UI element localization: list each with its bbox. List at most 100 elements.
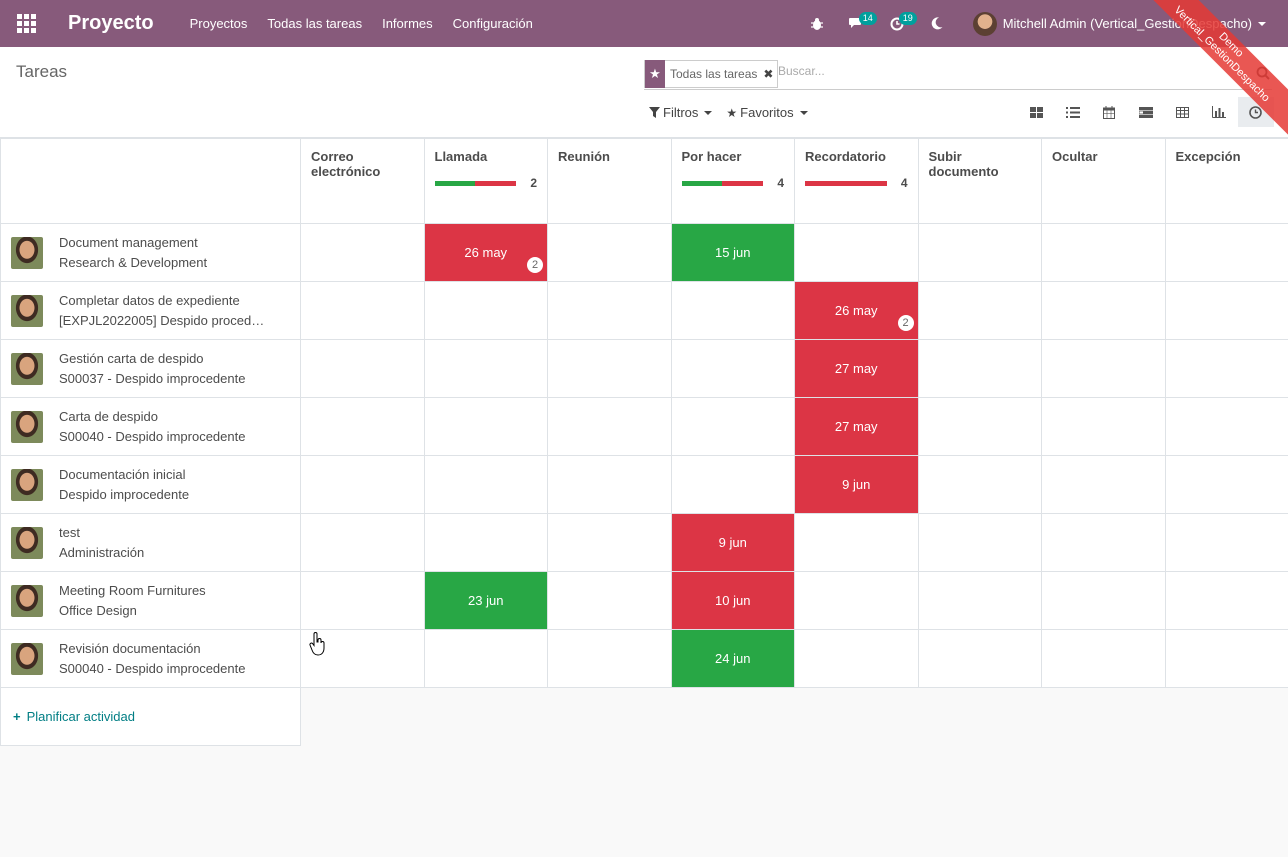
progress-bar[interactable] (434, 180, 517, 186)
empty-activity-cell[interactable] (300, 571, 425, 630)
empty-activity-cell[interactable] (917, 223, 1042, 282)
search-input[interactable] (778, 64, 1248, 78)
empty-activity-cell[interactable] (917, 339, 1042, 398)
empty-activity-cell[interactable] (423, 339, 548, 398)
record-cell[interactable]: Documentación inicial Despido improcedent… (0, 455, 301, 514)
activity-cell[interactable]: 26 may 2 (794, 281, 919, 340)
messages-button[interactable]: 14 (837, 0, 877, 47)
column-header[interactable]: Recordatorio 4 (794, 138, 919, 224)
empty-activity-cell[interactable] (300, 397, 425, 456)
search-icon[interactable] (1256, 66, 1270, 80)
empty-activity-cell[interactable] (423, 629, 548, 688)
empty-activity-cell[interactable] (423, 397, 548, 456)
dark-mode-toggle[interactable] (917, 0, 957, 47)
menu-item-configuracion[interactable]: Configuración (452, 16, 533, 31)
empty-activity-cell[interactable] (1041, 513, 1166, 572)
empty-activity-cell[interactable] (1041, 455, 1166, 514)
activity-cell[interactable]: 27 may (794, 397, 919, 456)
activity-view-button[interactable] (1237, 97, 1275, 127)
activity-cell[interactable]: 23 jun (423, 571, 548, 630)
pivot-view-button[interactable] (1164, 97, 1201, 127)
empty-activity-cell[interactable] (1041, 397, 1166, 456)
graph-view-button[interactable] (1201, 97, 1238, 127)
empty-activity-cell[interactable] (1164, 571, 1288, 630)
column-header[interactable]: Subir documento (917, 138, 1042, 224)
app-brand[interactable]: Proyecto (68, 12, 154, 34)
user-menu[interactable]: Mitchell Admin (Vertical_GestionDespacho… (957, 11, 1288, 36)
empty-activity-cell[interactable] (1164, 513, 1288, 572)
column-header[interactable]: Excepción (1164, 138, 1288, 224)
empty-activity-cell[interactable] (547, 223, 672, 282)
activity-cell[interactable]: 26 may 2 (423, 223, 548, 282)
empty-activity-cell[interactable] (670, 455, 795, 514)
activity-cell[interactable]: 10 jun (670, 571, 795, 630)
record-cell[interactable]: Gestión carta de despido S00037 - Despido… (0, 339, 301, 398)
apps-menu-button[interactable] (0, 0, 52, 47)
empty-activity-cell[interactable] (917, 513, 1042, 572)
empty-activity-cell[interactable] (1041, 629, 1166, 688)
empty-activity-cell[interactable] (794, 223, 919, 282)
schedule-activity-link[interactable]: + Planificar actividad (0, 687, 301, 746)
empty-activity-cell[interactable] (547, 397, 672, 456)
debug-button[interactable] (797, 0, 837, 47)
empty-activity-cell[interactable] (300, 281, 425, 340)
empty-activity-cell[interactable] (670, 281, 795, 340)
empty-activity-cell[interactable] (1164, 397, 1288, 456)
empty-activity-cell[interactable] (917, 455, 1042, 514)
empty-activity-cell[interactable] (547, 339, 672, 398)
empty-activity-cell[interactable] (423, 281, 548, 340)
empty-activity-cell[interactable] (1041, 339, 1166, 398)
empty-activity-cell[interactable] (794, 571, 919, 630)
activity-cell[interactable]: 9 jun (670, 513, 795, 572)
empty-activity-cell[interactable] (300, 339, 425, 398)
menu-item-todas-las-tareas[interactable]: Todas las tareas (267, 16, 363, 31)
gantt-view-button[interactable] (1128, 97, 1165, 127)
empty-activity-cell[interactable] (794, 513, 919, 572)
favorites-dropdown[interactable]: ★ Favoritos (726, 105, 808, 120)
column-header[interactable]: Reunión (547, 138, 672, 224)
record-cell[interactable]: Document management Research & Developmen… (0, 223, 301, 282)
activity-cell[interactable]: 9 jun (794, 455, 919, 514)
column-header[interactable]: Ocultar (1041, 138, 1166, 224)
empty-activity-cell[interactable] (547, 513, 672, 572)
empty-activity-cell[interactable] (1164, 281, 1288, 340)
progress-bar[interactable] (681, 180, 764, 186)
progress-bar[interactable] (805, 180, 887, 186)
empty-activity-cell[interactable] (1164, 223, 1288, 282)
empty-activity-cell[interactable] (917, 629, 1042, 688)
empty-activity-cell[interactable] (794, 629, 919, 688)
activity-cell[interactable]: 24 jun (670, 629, 795, 688)
empty-activity-cell[interactable] (917, 571, 1042, 630)
menu-item-informes[interactable]: Informes (382, 16, 433, 31)
empty-activity-cell[interactable] (423, 455, 548, 514)
menu-item-proyectos[interactable]: Proyectos (189, 16, 248, 31)
record-cell[interactable]: Meeting Room Furnitures Office Design (0, 571, 301, 630)
empty-activity-cell[interactable] (670, 339, 795, 398)
column-header[interactable]: Por hacer 4 (670, 138, 795, 224)
calendar-view-button[interactable] (1091, 97, 1128, 127)
empty-activity-cell[interactable] (547, 281, 672, 340)
empty-activity-cell[interactable] (547, 629, 672, 688)
empty-activity-cell[interactable] (670, 397, 795, 456)
column-header[interactable]: Correo electrónico (300, 138, 425, 224)
record-cell[interactable]: test Administración (0, 513, 301, 572)
empty-activity-cell[interactable] (1041, 223, 1166, 282)
empty-activity-cell[interactable] (917, 397, 1042, 456)
record-cell[interactable]: Completar datos de expediente [EXPJL20220… (0, 281, 301, 340)
empty-activity-cell[interactable] (1041, 281, 1166, 340)
empty-activity-cell[interactable] (547, 571, 672, 630)
empty-activity-cell[interactable] (1164, 629, 1288, 688)
empty-activity-cell[interactable] (917, 281, 1042, 340)
empty-activity-cell[interactable] (547, 455, 672, 514)
empty-activity-cell[interactable] (423, 513, 548, 572)
column-header[interactable]: Llamada 2 (423, 138, 548, 224)
activity-cell[interactable]: 15 jun (670, 223, 795, 282)
kanban-view-button[interactable] (1018, 97, 1055, 127)
empty-activity-cell[interactable] (1041, 571, 1166, 630)
activities-button[interactable]: 19 (877, 0, 917, 47)
activity-cell[interactable]: 27 may (794, 339, 919, 398)
list-view-button[interactable] (1055, 97, 1092, 127)
record-cell[interactable]: Revisión documentación S00040 - Despido i… (0, 629, 301, 688)
empty-activity-cell[interactable] (300, 455, 425, 514)
filters-dropdown[interactable]: Filtros (649, 105, 713, 120)
